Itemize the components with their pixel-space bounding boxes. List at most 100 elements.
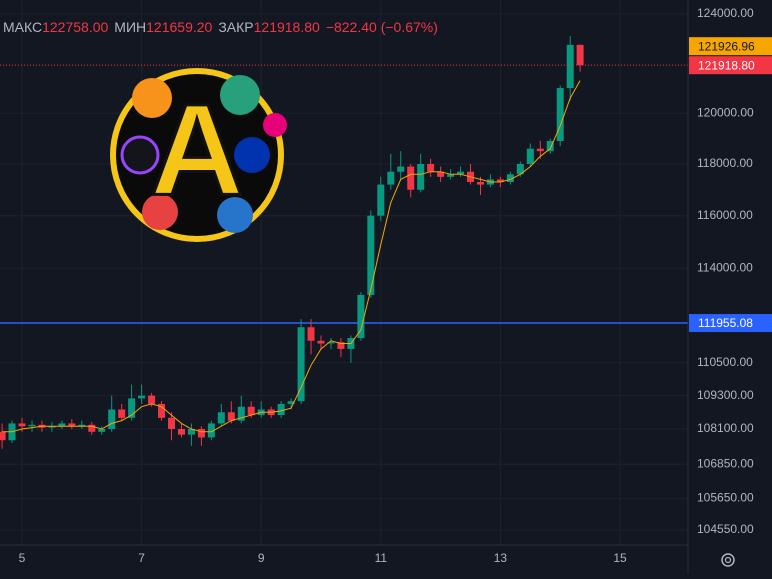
candle-body	[407, 166, 415, 190]
logo: A	[110, 68, 287, 242]
candle-body	[58, 423, 66, 427]
price-label: 111955.08	[698, 316, 753, 330]
candle-body	[287, 401, 295, 404]
x-tick-label: 7	[138, 551, 145, 565]
candle-body	[28, 424, 36, 427]
candle-body	[158, 403, 166, 418]
candle-body	[506, 174, 514, 182]
candle-body	[18, 423, 26, 427]
header-item: МИН121659.20	[114, 19, 212, 35]
y-tick-label: 105650.00	[697, 491, 754, 505]
coin	[120, 135, 160, 175]
candle-body	[48, 426, 56, 428]
header-label: ЗАКР	[218, 19, 254, 35]
y-tick-label: 124000.00	[697, 6, 754, 20]
coin	[220, 75, 260, 115]
candle-body	[108, 409, 116, 430]
candle-body	[357, 294, 365, 339]
candle-body	[566, 44, 574, 89]
candle-body	[536, 148, 544, 152]
gear[interactable]	[721, 553, 735, 567]
candle-body	[546, 141, 554, 152]
candle-body	[0, 431, 6, 441]
y-tick-label: 114000.00	[697, 260, 753, 274]
candle-body	[68, 423, 76, 427]
candle-body	[227, 412, 235, 421]
y-tick-label: 118000.00	[697, 156, 753, 170]
header-value: −822.40 (−0.67%)	[325, 19, 438, 35]
candle-body	[78, 424, 86, 427]
candle-body	[168, 417, 176, 430]
candle-body	[367, 215, 375, 295]
y-tick-label: 108100.00	[697, 421, 754, 435]
candle-body	[496, 179, 504, 182]
candle-body	[118, 409, 126, 418]
price-label-box	[689, 37, 772, 56]
candle-body	[476, 181, 484, 185]
logo-letter: A	[150, 76, 244, 222]
header-item: −822.40 (−0.67%)	[326, 19, 438, 35]
candle-body	[138, 395, 146, 399]
candle-body	[576, 44, 584, 66]
moving-average	[2, 80, 581, 433]
header-value: 121918.80	[253, 19, 320, 35]
candle-body	[337, 342, 345, 349]
candle-body	[327, 342, 335, 344]
candle-body	[247, 406, 255, 416]
candle-body	[187, 429, 195, 435]
gear-hub[interactable]	[724, 556, 732, 564]
candle-body	[297, 327, 305, 402]
plot	[0, 36, 688, 449]
coin	[217, 197, 253, 233]
price-label-box	[689, 314, 772, 333]
y-tick-label: 106850.00	[697, 456, 754, 470]
candle-body	[307, 327, 315, 341]
candle-body	[377, 184, 385, 216]
x-tick-label: 9	[258, 551, 265, 565]
x-tick-label: 13	[494, 551, 508, 565]
candle-body	[397, 166, 405, 172]
x-tick-label: 15	[613, 551, 627, 565]
header-value: 122758.00	[42, 19, 109, 35]
header-label: МИН	[114, 19, 147, 35]
header-item: МАКС122758.00	[3, 19, 108, 35]
header-value: 121659.20	[146, 19, 213, 35]
candle-body	[437, 171, 445, 177]
y-tick-label: 110500.00	[697, 355, 753, 369]
candle-body	[148, 395, 156, 404]
candle-body	[128, 398, 136, 418]
candle-body	[197, 429, 205, 438]
y-tick-label: 120000.00	[697, 105, 754, 119]
candle-body	[556, 88, 564, 142]
candle-body	[317, 340, 325, 344]
price-label: 121926.96	[698, 39, 755, 53]
coin	[234, 137, 270, 173]
candle-body	[427, 163, 435, 172]
y-tick-label: 116000.00	[697, 208, 753, 222]
header-item: ЗАКР121918.80	[218, 19, 319, 35]
candle-body	[457, 171, 465, 175]
candle-body	[447, 174, 455, 177]
candle-body	[217, 412, 225, 424]
grid	[0, 0, 688, 545]
candle-body	[98, 429, 106, 432]
settings-icon[interactable]	[721, 553, 735, 567]
y-tick-label: 109300.00	[697, 388, 754, 402]
candle-body	[417, 163, 425, 190]
candle-body	[516, 163, 524, 175]
coin	[142, 194, 178, 230]
price-label-box	[689, 56, 772, 75]
candle-body	[277, 403, 285, 416]
y-tick-label: 104550.00	[697, 522, 754, 536]
candle-body	[387, 171, 395, 185]
coin	[263, 113, 287, 137]
header-label: МАКС	[3, 19, 43, 35]
x-tick-label: 5	[19, 551, 26, 565]
candle-body	[526, 148, 534, 164]
coin	[132, 78, 172, 118]
candle-body	[207, 423, 215, 438]
candle-body	[177, 429, 185, 435]
candle-body	[88, 424, 96, 432]
